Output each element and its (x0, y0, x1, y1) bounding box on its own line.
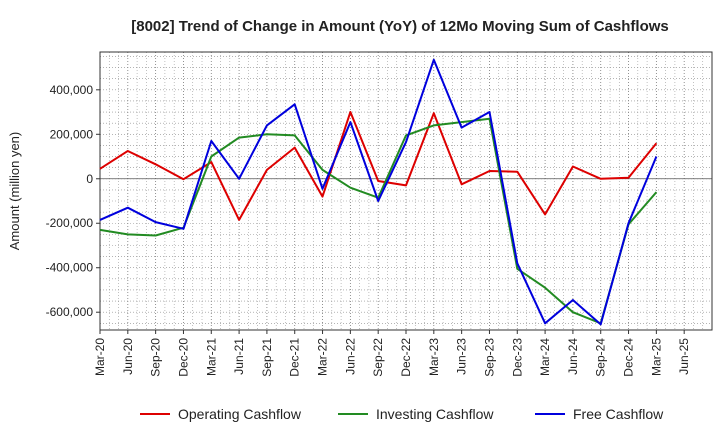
legend-label-investing-cashflow: Investing Cashflow (376, 406, 494, 422)
x-tick-label: Jun-24 (566, 338, 580, 375)
x-tick-label: Dec-22 (399, 338, 413, 377)
x-tick-label: Sep-21 (260, 338, 274, 377)
chart-title: [8002] Trend of Change in Amount (YoY) o… (131, 18, 669, 35)
x-tick-label: Jun-21 (232, 338, 246, 375)
x-tick-label: Sep-24 (594, 338, 608, 377)
x-tick-label: Mar-22 (316, 338, 330, 376)
series-line-free-cashflow (99, 58, 658, 326)
x-tick-label: Jun-20 (121, 338, 135, 375)
y-tick-label: 200,000 (50, 127, 94, 141)
legend-label-free-cashflow: Free Cashflow (573, 406, 664, 422)
x-tick-label: Jun-23 (455, 338, 469, 375)
x-tick-label: Sep-23 (482, 338, 496, 377)
x-tick-label: Mar-20 (93, 338, 107, 376)
x-tick-label: Mar-21 (204, 338, 218, 376)
x-tick-label: Dec-21 (288, 338, 302, 377)
x-tick-label: Jun-25 (677, 338, 691, 375)
y-tick-label: -600,000 (46, 305, 94, 319)
y-tick-label: 400,000 (50, 83, 94, 97)
y-tick-label: -400,000 (46, 261, 94, 275)
x-tick-label: Mar-25 (649, 338, 663, 376)
plot-area: 400,000 200,000 0 -200,000 -400,000 -600,000 M… (46, 51, 713, 377)
y-axis-label: Amount (million yen) (7, 132, 22, 251)
series-line-investing-cashflow (99, 117, 658, 325)
x-tick-label: Mar-23 (427, 338, 441, 376)
x-tick-label: Dec-20 (176, 338, 190, 377)
series-line-operating-cashflow (99, 111, 658, 221)
x-tick-label: Mar-24 (538, 338, 552, 376)
legend-label-operating-cashflow: Operating Cashflow (178, 406, 302, 422)
legend: Operating Cashflow Investing Cashflow Free… (140, 406, 664, 422)
x-tick-label: Jun-22 (343, 338, 357, 375)
x-tick-label: Sep-22 (371, 338, 385, 377)
x-tick-label: Sep-20 (149, 338, 163, 377)
x-tick-label: Dec-24 (622, 338, 636, 377)
x-tick-label: Dec-23 (510, 338, 524, 377)
y-tick-label: 0 (86, 172, 93, 186)
y-tick-label: -200,000 (46, 216, 94, 230)
